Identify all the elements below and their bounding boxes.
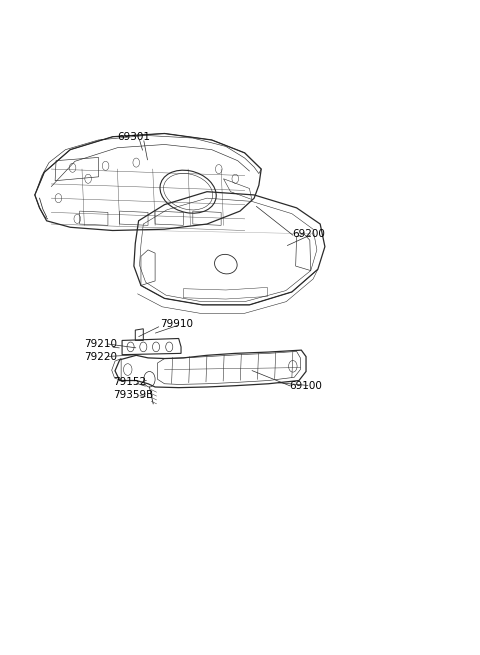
Text: 79359B: 79359B xyxy=(113,390,153,400)
Text: 79910: 79910 xyxy=(160,319,193,329)
Text: 69301: 69301 xyxy=(118,132,150,141)
Text: 79152: 79152 xyxy=(113,377,146,388)
Text: 69100: 69100 xyxy=(289,381,323,390)
Text: 79210: 79210 xyxy=(84,339,117,348)
Text: 79220: 79220 xyxy=(84,352,117,362)
Text: 69200: 69200 xyxy=(292,229,325,238)
